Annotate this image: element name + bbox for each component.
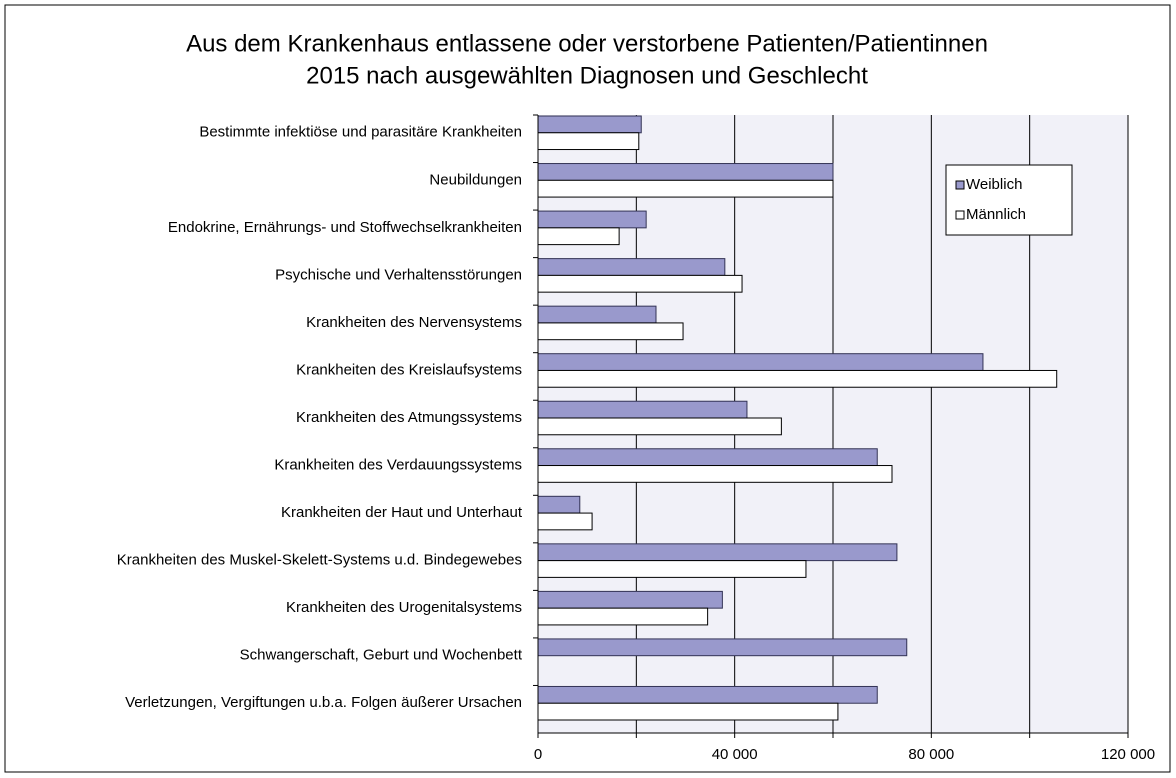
legend-label: Weiblich [966,176,1022,193]
bar [537,607,709,626]
legend [945,164,1073,236]
y-tick-label: Bestimmte infektiöse und parasitäre Kran… [199,124,522,141]
bar [537,179,834,198]
bar [537,210,647,229]
y-tick-label: Krankheiten des Muskel-Skelett-Systems u… [117,552,522,569]
chart-title: 2015 nach ausgewählten Diagnosen und Ges… [306,62,868,89]
y-tick-label: Psychische und Verhaltensstörungen [275,266,522,283]
y-tick-label: Krankheiten des Kreislaufsystems [296,361,522,378]
chart-title: Aus dem Krankenhaus entlassene oder vers… [186,30,988,57]
bar [537,417,782,436]
legend-label: Männlich [966,206,1026,223]
bar [537,512,593,531]
legend-swatch [955,210,965,220]
bar [537,132,640,151]
x-tick-label: 120 000 [1101,746,1155,763]
legend-swatch [955,180,965,190]
bar [537,258,726,276]
x-tick-label: 80 000 [908,746,954,763]
bar [537,274,743,293]
y-tick-label: Neubildungen [429,171,522,188]
x-tick-label: 0 [534,746,542,763]
y-tick-label: Schwangerschaft, Geburt und Wochenbett [240,647,523,664]
bar [537,305,657,324]
bar [537,702,839,721]
bar [537,400,748,419]
y-tick-label: Krankheiten des Atmungssystems [296,409,522,426]
bar [537,685,878,704]
bar [537,227,620,246]
bar [537,560,807,578]
bar [537,322,684,341]
bar [537,353,984,371]
bar [537,448,878,467]
bar [537,543,898,562]
bar [537,590,723,609]
bar [537,495,581,514]
bar [537,369,1058,388]
y-tick-label: Verletzungen, Vergiftungen u.b.a. Folgen… [125,694,522,711]
y-tick-label: Krankheiten des Urogenitalsystems [286,599,522,616]
y-tick-label: Endokrine, Ernährungs- und Stoffwechselk… [168,219,522,236]
bar [537,163,834,181]
bar [537,465,893,483]
bar [537,115,642,134]
y-tick-label: Krankheiten des Verdauungssystems [274,457,522,474]
y-tick-label: Krankheiten des Nervensystems [306,314,522,331]
bar [537,638,908,657]
x-tick-label: 40 000 [712,746,758,763]
y-tick-label: Krankheiten der Haut und Unterhaut [281,504,523,521]
